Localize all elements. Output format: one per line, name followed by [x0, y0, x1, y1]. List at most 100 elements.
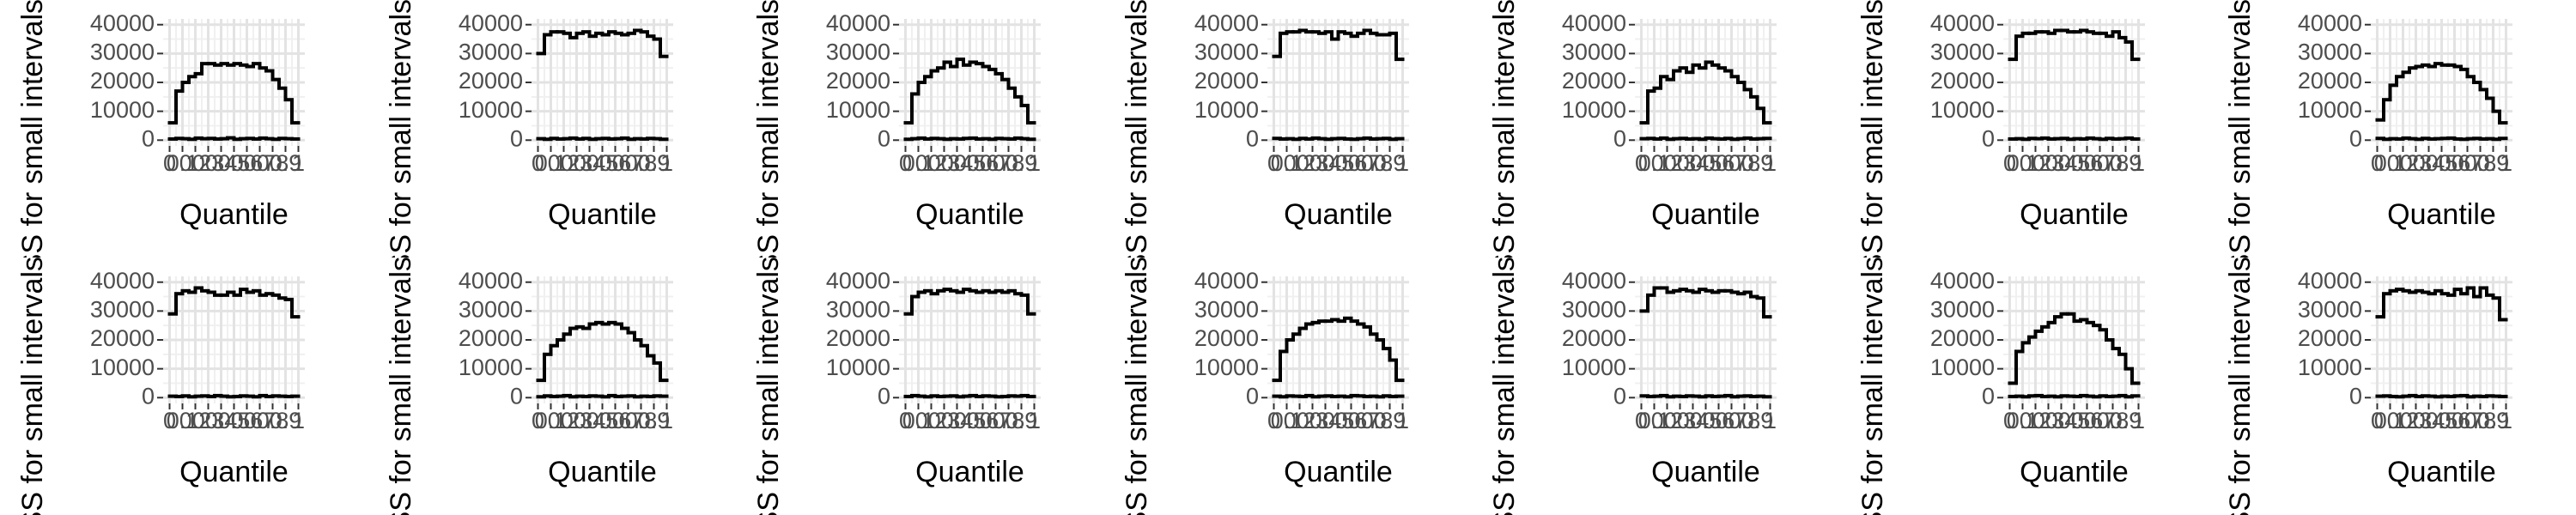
y-tick-label: 30000: [1194, 296, 1259, 322]
x-tick-label: 0.8: [257, 408, 289, 433]
x-tick-label: 1: [660, 150, 673, 176]
x-axis-title: Quantile: [2020, 198, 2129, 231]
x-tick-label: 0.9: [2110, 408, 2142, 433]
y-tick-label: 10000: [826, 97, 890, 123]
x-tick-label: 0.8: [257, 150, 289, 176]
y-tick-label: 20000: [1194, 325, 1259, 351]
x-axis-title: Quantile: [179, 198, 289, 231]
y-axis-title: ESS for small intervals: [385, 258, 417, 515]
x-tick-label: 0.7: [2451, 408, 2484, 433]
y-tick-label: 10000: [458, 97, 522, 123]
x-tick-label: 0.6: [967, 150, 999, 176]
x-tick-label: 0.1: [167, 150, 199, 176]
x-tick-label: 0: [1635, 150, 1648, 176]
x-tick-label: 0.9: [1005, 150, 1038, 176]
y-tick-label: 40000: [2298, 268, 2362, 294]
x-tick-label: 0.3: [1296, 150, 1328, 176]
y-tick-label: 10000: [90, 354, 155, 380]
y-tick-label: 20000: [90, 325, 155, 351]
y-tick-label: 30000: [1930, 39, 1995, 64]
x-tick-label: 0.3: [1664, 408, 1697, 433]
x-tick-label: 0.6: [1703, 408, 1735, 433]
y-tick-label: 20000: [90, 68, 155, 94]
x-tick-label: 0.3: [560, 408, 592, 433]
x-tick-label: 0: [2371, 408, 2384, 433]
x-tick-label: 0.5: [2426, 150, 2458, 176]
x-tick-label: 0: [1267, 150, 1280, 176]
x-tick-label: 0.3: [192, 150, 225, 176]
x-axis-title: Quantile: [1651, 456, 1760, 488]
y-axis-title: ESS for small intervals: [385, 0, 417, 258]
panel: 01000020000300004000000.10.20.30.40.50.6…: [16, 258, 305, 515]
x-tick-label: 0.4: [2045, 408, 2078, 433]
x-tick-label: 0.2: [179, 150, 212, 176]
x-tick-label: 0.6: [1334, 408, 1367, 433]
y-tick-label: 40000: [826, 10, 890, 36]
x-tick-label: 0.3: [928, 150, 961, 176]
x-tick-label: 0.7: [1347, 150, 1380, 176]
x-tick-label: 0.7: [980, 408, 1012, 433]
x-axis-title: Quantile: [1284, 198, 1393, 231]
x-tick-label: 0.3: [192, 408, 225, 433]
x-tick-label: 0.9: [637, 408, 670, 433]
y-tick-label: 40000: [2298, 10, 2362, 36]
x-tick-label: 0.3: [2400, 408, 2433, 433]
x-tick-label: 0.4: [1309, 150, 1341, 176]
y-axis-title: ESS for small intervals: [16, 258, 49, 515]
x-axis-title: Quantile: [2388, 456, 2497, 488]
x-tick-label: 0.6: [231, 150, 264, 176]
x-tick-label: 1: [2132, 408, 2145, 433]
x-tick-label: 1: [1764, 408, 1777, 433]
panel: 01000020000300004000000.10.20.30.40.50.6…: [2224, 258, 2512, 515]
y-tick-label: 20000: [1930, 325, 1995, 351]
x-tick-label: 0.4: [205, 408, 238, 433]
y-tick-label: 30000: [90, 296, 155, 322]
y-tick-label: 0: [2349, 383, 2362, 409]
x-tick-label: 0.9: [2477, 408, 2510, 433]
x-axis-title: Quantile: [548, 456, 657, 488]
x-tick-label: 0.7: [1347, 408, 1380, 433]
y-tick-label: 30000: [826, 39, 890, 64]
x-tick-label: 0.3: [1664, 150, 1697, 176]
y-tick-label: 40000: [1562, 268, 1626, 294]
x-tick-label: 0.3: [1296, 408, 1328, 433]
x-tick-label: 0.6: [2071, 150, 2104, 176]
x-tick-label: 0.6: [2071, 408, 2104, 433]
x-tick-label: 0.9: [637, 150, 670, 176]
x-tick-label: 0.9: [1373, 150, 1406, 176]
x-tick-label: 0.2: [547, 150, 580, 176]
x-tick-label: 0.8: [2097, 408, 2129, 433]
y-tick-label: 40000: [458, 268, 522, 294]
x-tick-label: 0.7: [244, 150, 276, 176]
panel: 01000020000300004000000.10.20.30.40.50.6…: [2224, 0, 2512, 258]
x-tick-label: 0.7: [2084, 150, 2117, 176]
x-tick-label: 0.3: [2032, 408, 2065, 433]
y-tick-label: 20000: [1930, 68, 1995, 94]
y-tick-label: 30000: [1562, 39, 1626, 64]
x-tick-label: 0.8: [624, 408, 657, 433]
x-tick-label: 0.2: [1651, 150, 1684, 176]
y-tick-label: 10000: [2298, 97, 2362, 123]
y-axis-title: ESS for small intervals: [1488, 0, 1521, 258]
x-tick-label: 0.2: [1283, 408, 1315, 433]
x-tick-label: 0.4: [941, 408, 974, 433]
x-tick-label: 0.2: [2387, 408, 2420, 433]
y-tick-label: 0: [1982, 125, 1995, 151]
y-tick-label: 0: [2349, 125, 2362, 151]
y-tick-label: 20000: [826, 325, 890, 351]
x-tick-label: 0.6: [231, 408, 264, 433]
x-tick-label: 0.7: [1716, 408, 1748, 433]
x-tick-label: 0.5: [954, 408, 987, 433]
x-tick-label: 1: [1396, 150, 1409, 176]
y-tick-label: 10000: [1930, 97, 1995, 123]
y-axis-title: ESS for small intervals: [16, 0, 49, 258]
x-tick-label: 1: [1028, 408, 1041, 433]
y-tick-label: 0: [142, 125, 155, 151]
panel: 01000020000300004000000.10.20.30.40.50.6…: [752, 258, 1041, 515]
x-tick-label: 0: [1635, 408, 1648, 433]
x-tick-label: 0.6: [967, 408, 999, 433]
x-tick-label: 0.2: [2387, 150, 2420, 176]
y-tick-label: 30000: [2298, 296, 2362, 322]
x-tick-label: 0.9: [1005, 408, 1038, 433]
x-tick-label: 0.3: [2032, 150, 2065, 176]
